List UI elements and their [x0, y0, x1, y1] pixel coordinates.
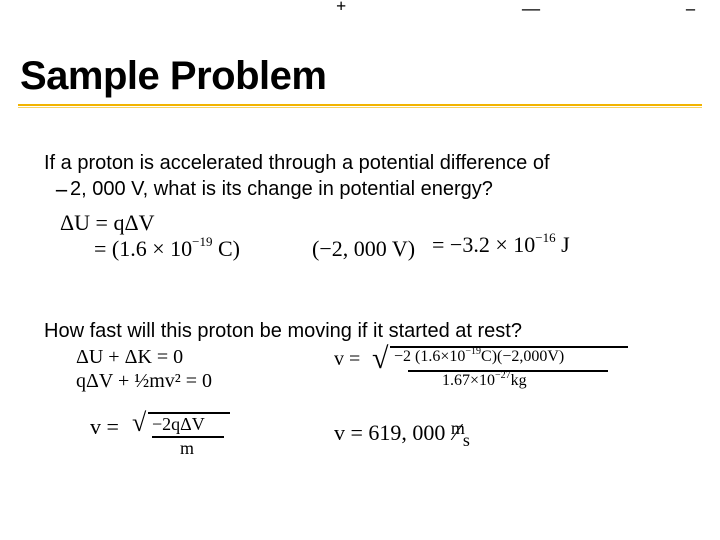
eq-v-numeric-sqrt: √ −2 (1.6×10−19C)(−2,000V) 1.67×10−27kg: [372, 340, 632, 396]
txt: = −3.2 × 10: [432, 232, 535, 257]
title-underline: [18, 104, 702, 110]
radical-icon: √: [372, 342, 388, 376]
question-1-line-2: 2, 000 V, what is its change in potentia…: [70, 176, 680, 202]
eq-v-numeric-label: v =: [334, 348, 360, 371]
txt: −2 (1.6×10: [394, 348, 465, 365]
radical-icon: √: [132, 408, 146, 438]
denominator: 1.67×10−27kg: [442, 372, 527, 390]
txt: = (1.6 × 10: [94, 236, 192, 261]
numerator: −2qΔV: [152, 414, 205, 435]
s: s: [463, 430, 470, 451]
eq-v-symbolic-sqrt: √ −2qΔV m: [132, 408, 232, 454]
handwritten-minus-annotation: –: [56, 176, 67, 202]
minus-mark: –: [686, 0, 695, 19]
plus-mark: +: [336, 0, 346, 17]
question-1-line-1: If a proton is accelerated through a pot…: [44, 150, 684, 176]
top-edge-marks: + — –: [0, 0, 720, 14]
txt: C): [212, 236, 240, 261]
denominator: m: [180, 438, 194, 459]
txt: 1.67×10: [442, 372, 495, 389]
txt: J: [556, 232, 570, 257]
exp: −27: [495, 370, 511, 381]
eq-v-result: v = 619, 000 m⁄s: [334, 420, 477, 448]
slide: + — – Sample Problem If a proton is acce…: [0, 0, 720, 540]
eq-voltage-paren: (−2, 000 V): [312, 236, 415, 262]
eq-energy-expanded: qΔV + ½mv² = 0: [76, 370, 212, 393]
dash-mark: —: [522, 0, 540, 19]
eq-substitute-charge: = (1.6 × 10−19 C): [94, 236, 240, 262]
eq-deltaU-result: = −3.2 × 10−16 J: [432, 232, 570, 258]
exp: −19: [465, 346, 481, 357]
txt: kg: [511, 372, 527, 389]
eq-energy-conservation: ΔU + ΔK = 0: [76, 346, 183, 369]
numerator: −2 (1.6×10−19C)(−2,000V): [394, 348, 564, 366]
exp: −19: [192, 234, 212, 249]
eq-deltaU-qdeltaV: ΔU = qΔV: [60, 210, 154, 236]
slide-title: Sample Problem: [20, 54, 326, 99]
txt: C)(−2,000V): [481, 348, 564, 365]
unit-m-per-s: m⁄s: [451, 422, 477, 448]
txt: v = 619, 000: [334, 420, 451, 445]
exp: −16: [535, 230, 555, 245]
eq-v-symbolic-label: v =: [90, 414, 119, 440]
